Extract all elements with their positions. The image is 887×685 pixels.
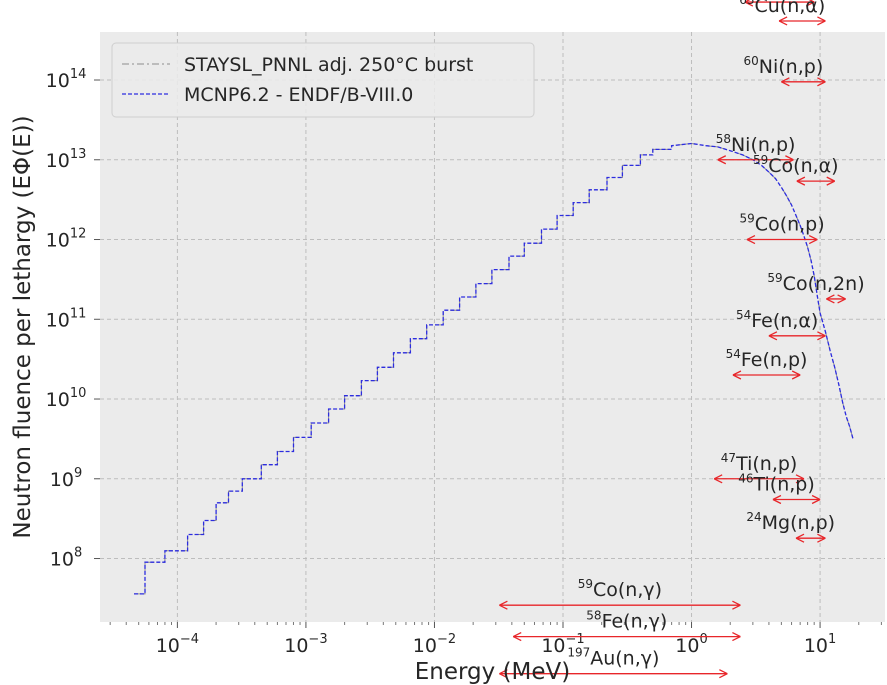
y-tick-label: 1014: [46, 67, 87, 92]
arrow-head: [732, 632, 741, 642]
arrow-head: [746, 234, 756, 245]
reaction-label: 60Ni(n,p): [744, 54, 824, 78]
reaction-label: 46Ti(n,p): [738, 471, 815, 495]
reaction-range: 59Co(n,2n): [767, 271, 865, 304]
reaction-range: 58Fe(n,γ): [512, 609, 741, 642]
arrow-head: [778, 16, 788, 26]
x-tick-label: 100: [675, 632, 707, 657]
reaction-label: 54Fe(n,p): [726, 347, 808, 371]
plot-area: [100, 32, 885, 622]
y-tick-label: 1011: [46, 306, 87, 331]
reaction-label: 58Fe(n,γ): [586, 609, 667, 633]
legend-label: STAYSL_PNNL adj. 250°C burst: [184, 54, 473, 76]
arrow-head: [512, 632, 522, 642]
reaction-label: 54Fe(n,α): [736, 308, 818, 332]
arrow-head: [808, 234, 818, 245]
arrow-head: [772, 494, 782, 505]
arrow-head: [781, 77, 790, 87]
reaction-label: 59Co(n,p): [740, 212, 825, 236]
x-tick-label: 101: [804, 632, 836, 657]
y-tick-label: 1010: [46, 386, 87, 411]
arrow-head: [811, 494, 821, 505]
reaction-label: 59Co(n,α): [753, 153, 839, 177]
y-tick-label: 1013: [46, 147, 87, 172]
legend: STAYSL_PNNL adj. 250°C burst MCNP6.2 - EN…: [111, 42, 535, 118]
reaction-label: 63Cu(n,α): [739, 0, 825, 17]
arrow-head: [732, 370, 742, 380]
y-tick-label: 108: [50, 546, 82, 571]
series-line-2: [134, 142, 854, 595]
y-axis-label: Neutron fluence per lethargy (EΦ(E)): [10, 115, 36, 538]
reaction-range: 92Mo(n,p): [744, 0, 815, 7]
reaction-range: 46Ti(n,p): [738, 471, 821, 505]
reaction-range: 47Ti(n,p): [713, 451, 805, 484]
arrow-head: [719, 669, 728, 679]
x-tick-label: 10−4: [156, 632, 199, 657]
reaction-range: 63Cu(n,α): [739, 0, 826, 26]
reaction-range: 58Ni(n,p): [716, 132, 796, 165]
legend-box: [111, 42, 535, 118]
arrow-head: [713, 474, 723, 484]
series-line-1: [134, 142, 854, 595]
reaction-label: 58Ni(n,p): [716, 132, 796, 156]
reaction-label: 47Ti(n,p): [721, 451, 798, 475]
arrow-head: [817, 77, 826, 87]
x-tick-label: 10−2: [413, 632, 456, 657]
arrow-head: [805, 0, 815, 7]
arrow-head: [717, 155, 727, 165]
y-tick-label: 109: [50, 466, 82, 491]
reaction-range: 59Co(n,γ): [499, 577, 741, 610]
reaction-label: 59Co(n,γ): [578, 577, 662, 601]
reaction-range: 24Mg(n,p): [746, 510, 835, 543]
arrow-head: [817, 331, 826, 341]
arrow-head: [796, 176, 806, 186]
arrow-head: [795, 533, 805, 543]
arrow-head: [817, 533, 826, 543]
arrow-head: [817, 16, 826, 26]
reaction-ranges: 92Mo(n,p)63Cu(n,α)60Ni(n,p)58Ni(n,p)59Co…: [499, 0, 865, 679]
reaction-label: 24Mg(n,p): [746, 510, 835, 534]
arrow-head: [837, 294, 846, 304]
arrow-head: [499, 600, 508, 610]
x-axis-label: Energy (MeV): [415, 659, 571, 685]
reaction-label: 197Au(n,γ): [567, 646, 659, 670]
reaction-range: 54Fe(n,p): [726, 347, 808, 380]
reaction-range: 197Au(n,γ): [499, 646, 728, 679]
arrow-head: [744, 0, 754, 7]
reaction-range: 59Co(n,α): [753, 153, 839, 186]
reaction-range: 60Ni(n,p): [744, 54, 826, 87]
legend-label: MCNP6.2 - ENDF/B-VIII.0: [184, 84, 413, 106]
arrow-head: [732, 600, 741, 610]
arrow-head: [826, 176, 836, 186]
reaction-range: 54Fe(n,α): [736, 308, 826, 341]
reaction-range: 59Co(n,p): [740, 212, 825, 245]
reaction-label: 59Co(n,2n): [767, 271, 864, 295]
arrow-head: [785, 155, 794, 165]
arrow-head: [826, 294, 835, 304]
arrow-head: [791, 370, 801, 380]
arrow-head: [795, 474, 805, 484]
arrow-head: [499, 669, 508, 679]
y-tick-label: 1012: [46, 227, 87, 252]
series-layer: [134, 142, 854, 595]
arrow-head: [768, 331, 778, 341]
x-tick-label: 10−3: [284, 632, 327, 657]
